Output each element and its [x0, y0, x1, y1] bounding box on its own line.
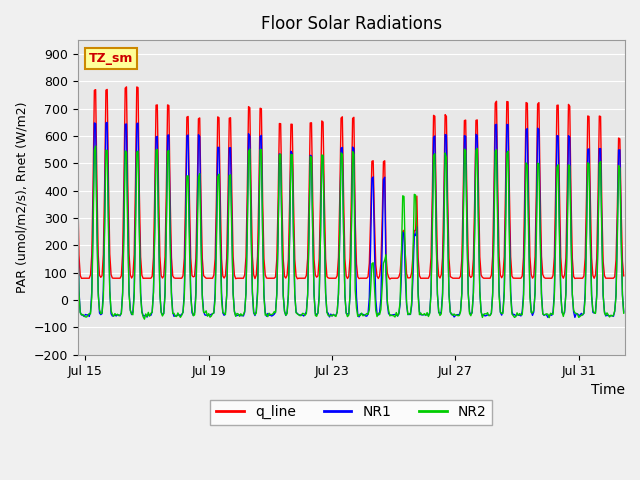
NR2 — [184, 173, 192, 179]
Line: q_line: q_line — [77, 87, 624, 279]
q_line — [74, 181, 81, 187]
q_line — [183, 114, 191, 120]
NR1 — [564, 133, 572, 139]
NR2 — [141, 316, 148, 322]
q_line — [127, 272, 134, 278]
NR2 — [74, 229, 81, 235]
NR2 — [308, 154, 316, 160]
NR2 — [620, 311, 628, 316]
Line: NR1: NR1 — [77, 122, 624, 317]
q_line — [295, 276, 303, 281]
NR1 — [183, 133, 191, 139]
Title: Floor Solar Radiations: Floor Solar Radiations — [260, 15, 442, 33]
Legend: q_line, NR1, NR2: q_line, NR1, NR2 — [211, 399, 492, 425]
NR1 — [620, 309, 628, 315]
q_line — [386, 276, 394, 282]
q_line — [620, 273, 628, 279]
q_line — [564, 101, 572, 107]
NR2 — [92, 143, 99, 149]
NR1 — [544, 314, 552, 320]
NR1 — [307, 153, 314, 158]
NR1 — [295, 312, 303, 318]
Line: NR2: NR2 — [77, 146, 624, 319]
NR1 — [104, 120, 111, 125]
Y-axis label: PAR (umol/m2/s), Rnet (W/m2): PAR (umol/m2/s), Rnet (W/m2) — [15, 102, 28, 293]
NR1 — [127, 307, 134, 313]
NR2 — [558, 309, 566, 315]
X-axis label: Time: Time — [591, 383, 625, 397]
NR1 — [558, 310, 566, 315]
q_line — [558, 273, 566, 278]
Text: TZ_sm: TZ_sm — [88, 52, 133, 65]
NR2 — [296, 313, 304, 319]
q_line — [307, 120, 314, 126]
NR1 — [74, 216, 81, 222]
NR2 — [127, 308, 134, 313]
NR2 — [564, 162, 572, 168]
q_line — [123, 84, 131, 90]
